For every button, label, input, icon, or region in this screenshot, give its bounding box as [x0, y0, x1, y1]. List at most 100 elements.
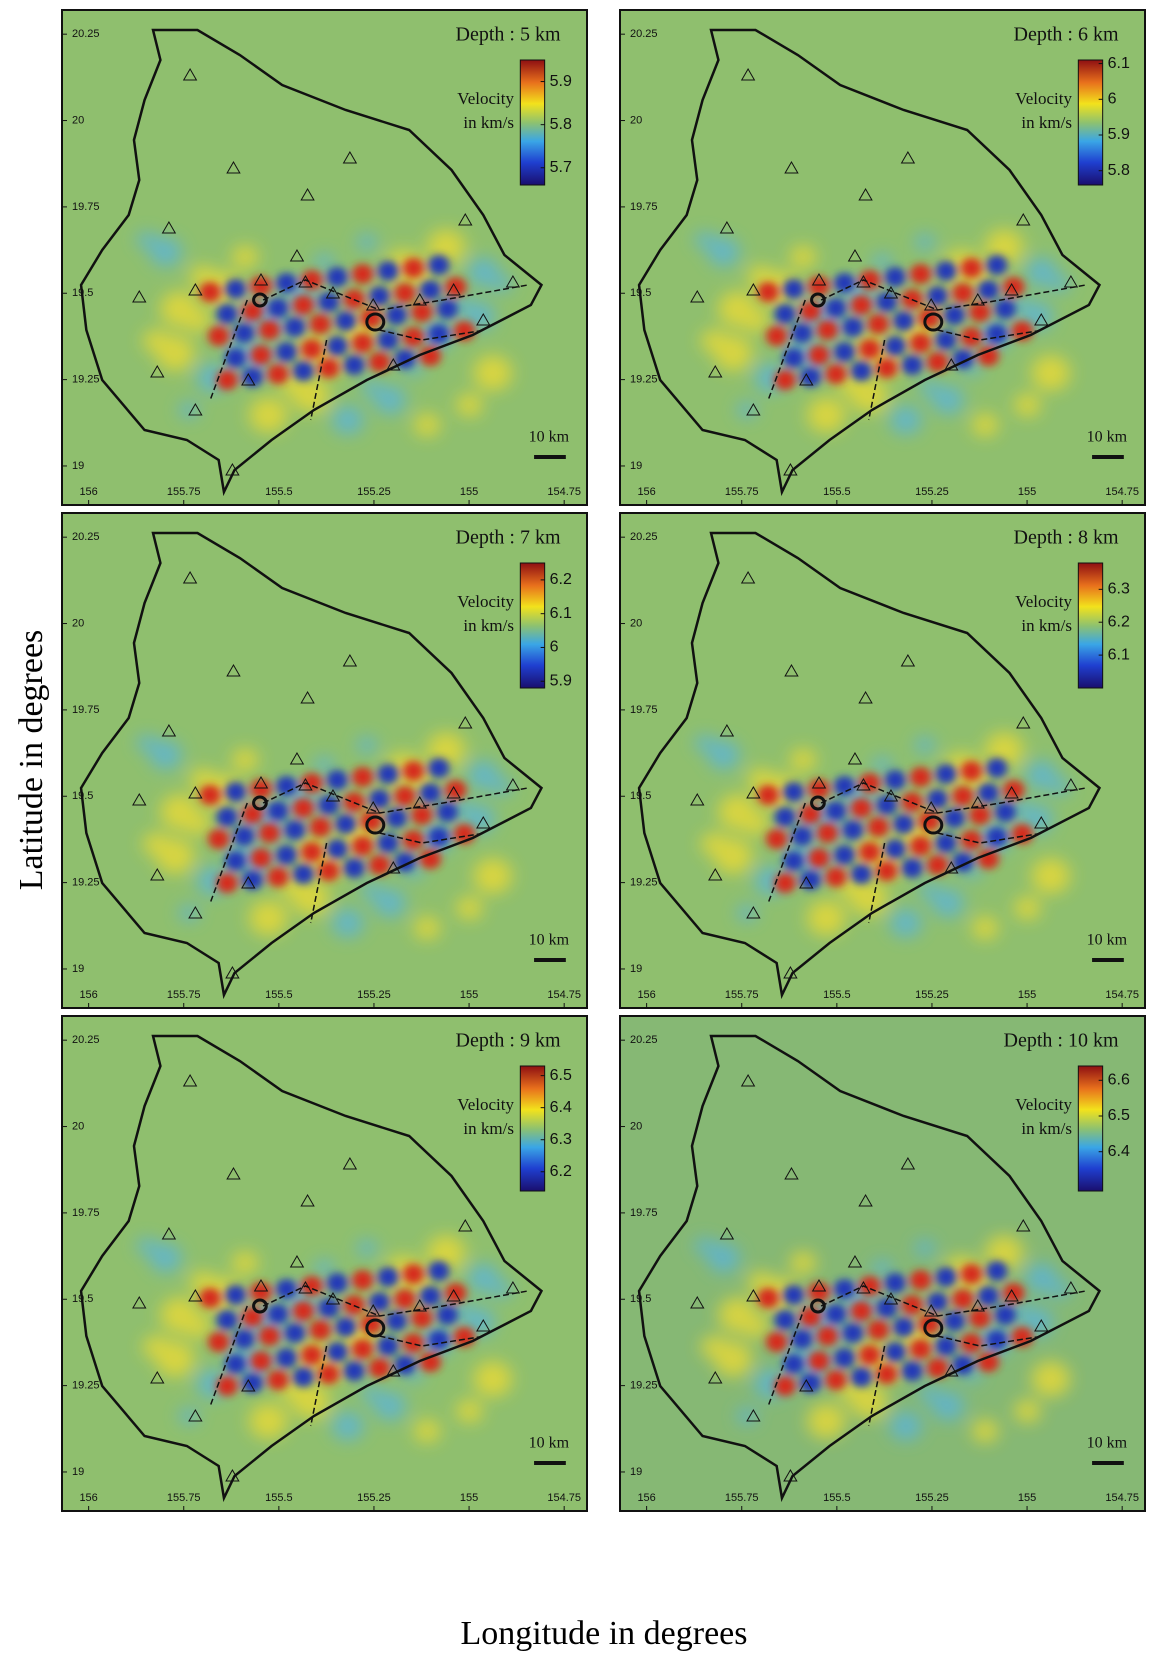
lat-tick-label: 20.25	[630, 1034, 658, 1046]
colorbar-tick-label: 5.9	[1108, 126, 1130, 143]
lon-tick-label: 156	[79, 1492, 97, 1504]
lat-tick-label: 19.25	[72, 374, 100, 386]
colorbar-tick-label: 6	[550, 639, 559, 656]
colorbar-tick-label: 6.4	[1108, 1143, 1130, 1160]
lat-tick-label: 19.25	[630, 1380, 658, 1392]
panel-title: Depth : 10 km	[1004, 1030, 1119, 1052]
colorbar-tick-label: 6.5	[550, 1067, 572, 1084]
colorbar	[520, 563, 544, 688]
lat-tick-label: 19.25	[630, 374, 658, 386]
colorbar-tick-label: 6.3	[1108, 581, 1130, 598]
lon-tick-label: 156	[637, 486, 655, 498]
lon-tick-label: 154.75	[547, 989, 581, 1001]
lat-tick-label: 19.75	[630, 704, 658, 716]
lat-tick-label: 19.5	[72, 1293, 93, 1305]
lon-tick-label: 156	[637, 1492, 655, 1504]
y-axis-label: Latitude in degrees	[13, 630, 50, 891]
lon-tick-label: 155.75	[167, 486, 201, 498]
lat-tick-label: 19	[72, 963, 84, 975]
lat-tick-label: 20	[72, 114, 84, 126]
scale-label: 10 km	[529, 932, 570, 949]
map-panel: 20.252019.7519.519.2519156155.75155.5155…	[620, 10, 1145, 505]
lat-tick-label: 19	[630, 963, 642, 975]
lon-tick-label: 155.75	[725, 486, 759, 498]
lon-tick-label: 155.25	[357, 1492, 391, 1504]
lat-tick-label: 20.25	[72, 1034, 100, 1046]
lat-tick-label: 19.5	[630, 790, 651, 802]
lat-tick-label: 20.25	[630, 531, 658, 543]
lat-tick-label: 20	[630, 114, 642, 126]
lon-tick-label: 155.5	[823, 1492, 851, 1504]
lat-tick-label: 19.5	[72, 790, 93, 802]
colorbar-label: Velocity	[457, 1095, 514, 1114]
lat-tick-label: 19	[72, 460, 84, 472]
lon-tick-label: 155.75	[167, 1492, 201, 1504]
lon-tick-label: 155.25	[915, 486, 949, 498]
lat-tick-label: 20.25	[72, 531, 100, 543]
colorbar-tick-label: 5.9	[550, 73, 572, 90]
lon-tick-label: 154.75	[1105, 1492, 1139, 1504]
colorbar-label: in km/s	[1021, 113, 1072, 132]
lat-tick-label: 19.75	[72, 201, 100, 213]
panel-title: Depth : 7 km	[456, 527, 561, 549]
lat-tick-label: 19.25	[630, 877, 658, 889]
lat-tick-label: 19.5	[72, 287, 93, 299]
colorbar	[520, 60, 544, 185]
scale-label: 10 km	[1087, 429, 1128, 446]
map-panel: 20.252019.7519.519.2519156155.75155.5155…	[620, 1016, 1145, 1511]
colorbar-label: in km/s	[1021, 1119, 1072, 1138]
lon-tick-label: 154.75	[547, 486, 581, 498]
colorbar-tick-label: 6.4	[550, 1099, 572, 1116]
lon-tick-label: 155.25	[915, 989, 949, 1001]
colorbar-tick-label: 6.6	[1108, 1072, 1130, 1089]
colorbar-tick-label: 5.7	[550, 159, 572, 176]
lat-tick-label: 20.25	[630, 28, 658, 40]
lon-tick-label: 155	[460, 1492, 478, 1504]
scale-label: 10 km	[1087, 932, 1128, 949]
lat-tick-label: 19.75	[630, 1207, 658, 1219]
lon-tick-label: 155.75	[167, 989, 201, 1001]
panel-title: Depth : 5 km	[456, 24, 561, 46]
lat-tick-label: 19.75	[630, 201, 658, 213]
lat-tick-label: 19	[72, 1466, 84, 1478]
lon-tick-label: 156	[637, 989, 655, 1001]
colorbar-tick-label: 6.2	[1108, 613, 1130, 630]
panel-title: Depth : 6 km	[1014, 24, 1119, 46]
lon-tick-label: 155.25	[357, 486, 391, 498]
colorbar-label: in km/s	[463, 1119, 514, 1138]
colorbar	[1078, 563, 1102, 688]
lon-tick-label: 155	[1018, 989, 1036, 1001]
scale-label: 10 km	[1087, 1435, 1128, 1452]
lon-tick-label: 155	[1018, 486, 1036, 498]
colorbar-tick-label: 6.1	[550, 605, 572, 622]
colorbar-label: in km/s	[463, 616, 514, 635]
lon-tick-label: 155.5	[265, 1492, 293, 1504]
colorbar-label: Velocity	[457, 592, 514, 611]
colorbar-label: Velocity	[1015, 89, 1072, 108]
lon-tick-label: 154.75	[1105, 486, 1139, 498]
colorbar-label: Velocity	[1015, 592, 1072, 611]
lon-tick-label: 155	[1018, 1492, 1036, 1504]
colorbar-tick-label: 6.1	[1108, 55, 1130, 72]
colorbar-tick-label: 6.1	[1108, 646, 1130, 663]
lat-tick-label: 20	[72, 617, 84, 629]
lat-tick-label: 19.75	[72, 704, 100, 716]
x-axis-label: Longitude in degrees	[460, 1615, 747, 1652]
page: { "axis_labels": {"y": "Latitude in degr…	[0, 0, 1155, 1671]
lon-tick-label: 155.5	[265, 989, 293, 1001]
scale-label: 10 km	[529, 429, 570, 446]
lat-tick-label: 20	[630, 1120, 642, 1132]
colorbar-label: in km/s	[1021, 616, 1072, 635]
lat-tick-label: 19.25	[72, 877, 100, 889]
lat-tick-label: 19.5	[630, 1293, 651, 1305]
panel-title: Depth : 8 km	[1014, 527, 1119, 549]
colorbar-tick-label: 6.2	[550, 1163, 572, 1180]
panel-title: Depth : 9 km	[456, 1030, 561, 1052]
figure: Latitude in degrees Longitude in degrees…	[0, 0, 1155, 1671]
lon-tick-label: 155.5	[823, 486, 851, 498]
lat-tick-label: 19.75	[72, 1207, 100, 1219]
colorbar-tick-label: 5.8	[1108, 162, 1130, 179]
